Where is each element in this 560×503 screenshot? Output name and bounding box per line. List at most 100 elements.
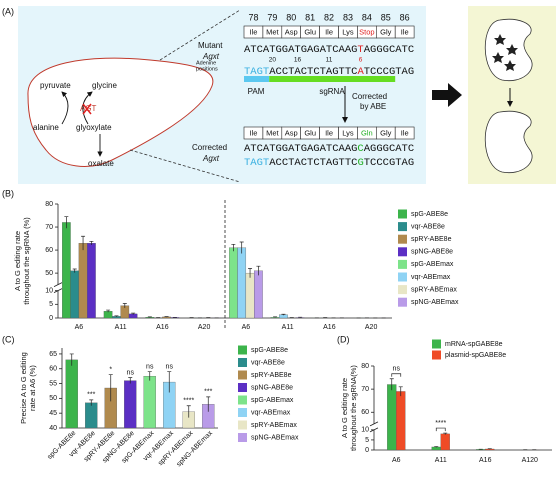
y-axis-label: Precise A to G editing <box>19 352 28 424</box>
y-axis-label: A to G editing rate <box>13 231 22 291</box>
y-tick-label: 80 <box>45 201 53 208</box>
codon-box <box>394 25 415 39</box>
legend-swatch <box>432 339 441 349</box>
y-tick-label: 60 <box>45 247 53 254</box>
panel-label: (C) <box>2 334 15 344</box>
significance: ns <box>166 364 174 371</box>
codon: Glu <box>304 128 316 137</box>
legend-swatch <box>398 247 407 257</box>
error-bar <box>167 371 172 393</box>
sequence: ATCATGGATGAGATCAAGCAGGGCATC <box>244 143 414 155</box>
x-tick-label: A6 <box>242 324 251 331</box>
y-tick-label: 60 <box>361 409 369 416</box>
error-bar <box>106 309 111 313</box>
codon: Ile <box>249 27 257 36</box>
x-tick-label: A11 <box>435 457 447 464</box>
error-bar <box>114 315 119 317</box>
significance: ns <box>393 366 401 373</box>
legend-swatch <box>398 297 407 307</box>
y-tick-label: 10 <box>45 287 53 294</box>
codon: Ile <box>401 27 409 36</box>
bar <box>85 402 98 429</box>
legend-swatch <box>432 350 441 360</box>
legend-label: spG-ABE8e <box>411 211 448 218</box>
bar <box>87 243 96 319</box>
codon: Gln <box>361 128 373 137</box>
legend-label: spG-ABE8e <box>251 347 288 354</box>
sgrna-bar <box>269 76 396 82</box>
codon: Met <box>266 27 279 36</box>
legend-label: vqr-ABE8e <box>251 359 285 366</box>
error-bar <box>72 268 77 273</box>
bar <box>440 433 450 451</box>
panel-label: (B) <box>2 188 14 198</box>
y-tick-label: 5 <box>49 301 53 308</box>
codon-number: 85 <box>381 12 391 22</box>
x-tick-label: A20 <box>365 324 378 331</box>
legend-swatch <box>238 420 247 430</box>
y-axis-label: throughout the sgRNA (%) <box>22 217 31 305</box>
sequence: TAGTACCTACTCTAGTTCATCCCGTAG <box>244 66 414 78</box>
codon-number: 86 <box>400 12 410 22</box>
y-tick-label: 70 <box>361 386 369 393</box>
legend-swatch <box>398 234 407 244</box>
significance: **** <box>183 398 194 405</box>
error-bar <box>131 312 136 315</box>
codon: Glu <box>304 27 316 36</box>
codon-number: 82 <box>324 12 334 22</box>
panel-label: (A) <box>2 6 14 16</box>
y-axis-label: A to G editing rate <box>340 378 349 438</box>
legend-label: spRY-ABEmax <box>411 286 457 293</box>
metabolite: alanine <box>33 123 59 132</box>
kidney-stones <box>492 34 518 71</box>
reaction-arrow <box>82 91 93 125</box>
x-tick-label: A11 <box>115 324 127 331</box>
metabolite: pyruvate <box>40 81 71 90</box>
bar <box>143 375 156 429</box>
y-tick-label: 40 <box>49 425 57 432</box>
y-tick-label: 60 <box>49 366 57 373</box>
adenine-position: 6 <box>359 57 363 64</box>
legend-label: vqr-ABEmax <box>411 274 451 281</box>
error-bar <box>398 386 403 397</box>
y-tick-label: 80 <box>361 363 369 370</box>
legend-label: spNG-ABE8e <box>251 384 293 391</box>
error-bar <box>487 448 492 450</box>
error-bar <box>147 316 152 318</box>
pam-label: PAM <box>248 87 265 96</box>
y-tick-label: 55 <box>49 380 57 387</box>
metabolite: glyoxylate <box>76 123 112 132</box>
arrow-text: by ABE <box>360 102 386 111</box>
x-tick-label: spNG-ABEmax <box>175 429 214 468</box>
error-bar <box>128 377 133 384</box>
adenine-label: positions <box>196 66 218 72</box>
codon: Gly <box>380 27 392 36</box>
codon: Stop <box>359 27 374 36</box>
error-bar <box>89 240 94 246</box>
y-tick-label: 5 <box>365 437 369 444</box>
y-tick-label: 0 <box>49 315 53 322</box>
legend-swatch <box>398 285 407 295</box>
x-tick-label: A120 <box>522 457 538 464</box>
gene-label: Agxt <box>202 52 220 61</box>
error-bar <box>69 353 74 366</box>
codon-box <box>394 126 415 140</box>
legend-label: spNG-ABE8e <box>411 249 453 256</box>
x-tick-label: A11 <box>282 324 294 331</box>
legend-swatch <box>238 383 247 392</box>
legend-label: spNG-ABEmax <box>251 434 299 441</box>
bar <box>124 380 137 429</box>
bar <box>70 270 80 319</box>
adenine-position: 11 <box>326 57 333 64</box>
error-bar <box>298 316 303 318</box>
codon-number: 79 <box>267 12 277 22</box>
sequence: ATCATGGATGAGATCAAGTAGGGCATC <box>244 44 414 56</box>
error-bar <box>81 235 86 251</box>
error-bar <box>206 396 211 412</box>
significance-bracket <box>435 427 446 432</box>
bar <box>245 272 255 319</box>
error-bar <box>273 316 278 318</box>
legend-swatch <box>398 272 407 282</box>
error-bar <box>248 268 253 278</box>
axis-break <box>53 282 63 287</box>
